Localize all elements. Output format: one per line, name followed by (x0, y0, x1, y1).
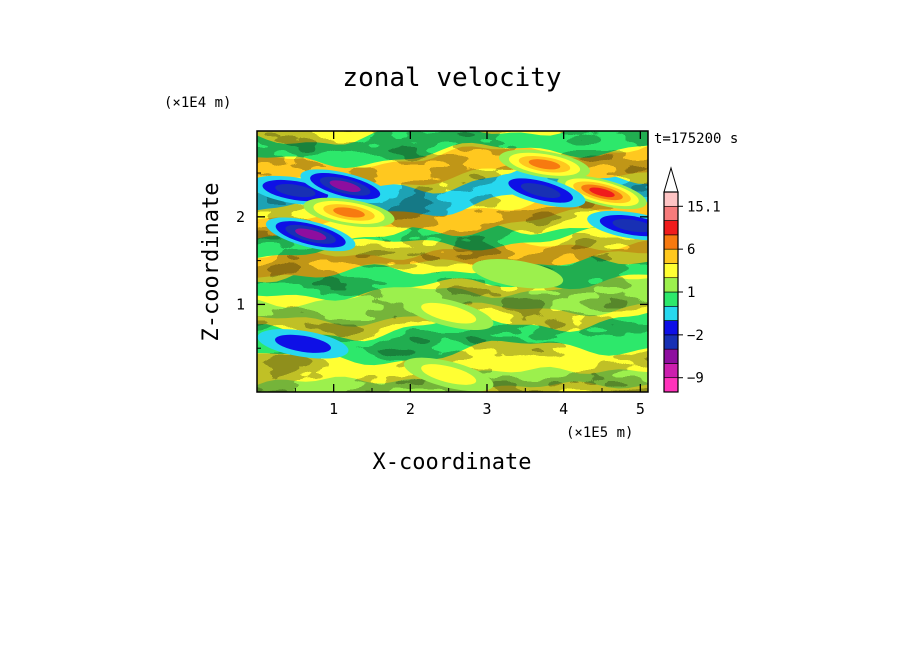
colorbar-segment (663, 320, 679, 336)
x-tick-label: 4 (559, 400, 568, 418)
field-contour (295, 228, 327, 241)
colorbar-tick-label: 1 (687, 285, 695, 301)
x-tick-label: 5 (636, 400, 645, 418)
colorbar-segment (663, 277, 679, 293)
x-tick-label: 2 (406, 400, 415, 418)
colorbar-extend-max (663, 166, 679, 193)
colorbar-segment (663, 220, 679, 236)
y-axis-label: Z-coordinate (199, 183, 224, 342)
colorbar: 15.1 6 1 −2 −9 (663, 166, 721, 393)
plot-frame (256, 130, 649, 393)
x-tick-label: 3 (482, 400, 491, 418)
field-contour (333, 207, 365, 218)
field-contour (421, 364, 477, 385)
velocity-field (257, 131, 648, 392)
colorbar-segment (663, 248, 679, 264)
y-tick-label: 2 (236, 208, 245, 226)
colorbar-segment (663, 205, 679, 221)
field-contour (329, 180, 361, 193)
colorbar-segment (663, 348, 679, 364)
colorbar-segment (663, 191, 679, 207)
x-axis-label: X-coordinate (373, 450, 532, 475)
y-tick-label: 1 (236, 295, 245, 313)
colorbar-tick-label: −2 (687, 328, 704, 344)
field-contour (612, 219, 648, 233)
colorbar-segment (663, 291, 679, 307)
colorbar-segment (663, 334, 679, 350)
field-contour (589, 187, 615, 198)
field-contour (528, 159, 561, 170)
colorbar-segment (663, 305, 679, 321)
x-scale-label: (×1E5 m) (566, 425, 633, 441)
field-contour (421, 302, 477, 324)
colorbar-tick-label: −9 (687, 371, 704, 387)
colorbar-segment (663, 263, 679, 279)
colorbar-segment (663, 363, 679, 379)
chart-title: zonal velocity (342, 63, 561, 93)
x-tick-label: 1 (329, 400, 338, 418)
field-contour (275, 183, 316, 198)
colorbar-segment (663, 234, 679, 250)
field-contour (275, 334, 331, 353)
x-axis-ticks: 1 2 3 4 5 (294, 131, 645, 418)
colorbar-tick-label: 15.1 (687, 199, 721, 215)
y-axis-ticks: 12 (236, 172, 648, 349)
colorbar-tick-label: 6 (687, 242, 695, 258)
colorbar-segment (663, 377, 679, 393)
field-contour (520, 183, 561, 199)
field-contour (472, 259, 564, 289)
y-scale-label: (×1E4 m) (164, 95, 231, 111)
time-label: t=175200 s (654, 131, 738, 147)
